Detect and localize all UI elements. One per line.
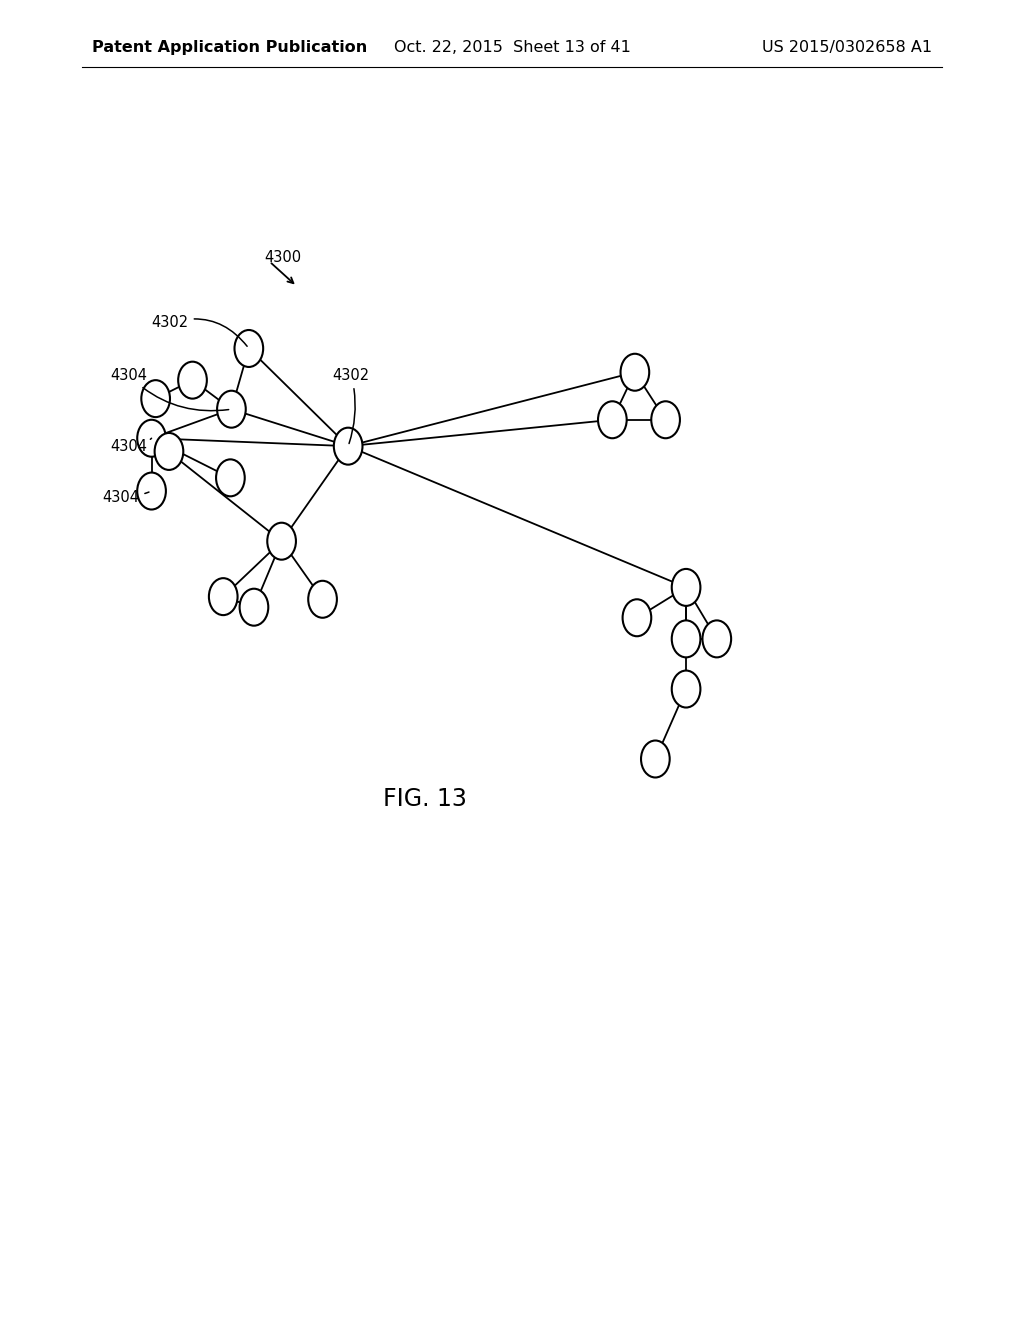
Circle shape	[240, 589, 268, 626]
Text: Oct. 22, 2015  Sheet 13 of 41: Oct. 22, 2015 Sheet 13 of 41	[393, 40, 631, 55]
Circle shape	[672, 671, 700, 708]
Circle shape	[672, 620, 700, 657]
Circle shape	[598, 401, 627, 438]
Circle shape	[178, 362, 207, 399]
Text: 4302: 4302	[152, 315, 247, 346]
Text: US 2015/0302658 A1: US 2015/0302658 A1	[762, 40, 932, 55]
Circle shape	[672, 569, 700, 606]
Circle shape	[141, 380, 170, 417]
Circle shape	[234, 330, 263, 367]
Text: Patent Application Publication: Patent Application Publication	[92, 40, 368, 55]
Circle shape	[209, 578, 238, 615]
Text: 4302: 4302	[333, 368, 370, 444]
Circle shape	[137, 420, 166, 457]
Circle shape	[217, 391, 246, 428]
Circle shape	[155, 433, 183, 470]
Circle shape	[216, 459, 245, 496]
Circle shape	[651, 401, 680, 438]
Text: FIG. 13: FIG. 13	[383, 787, 467, 810]
Circle shape	[308, 581, 337, 618]
Circle shape	[702, 620, 731, 657]
Circle shape	[623, 599, 651, 636]
Circle shape	[641, 741, 670, 777]
Text: 4304: 4304	[111, 368, 228, 411]
Circle shape	[267, 523, 296, 560]
Text: 4300: 4300	[264, 249, 301, 265]
Circle shape	[621, 354, 649, 391]
Text: 4304: 4304	[111, 438, 152, 454]
Circle shape	[334, 428, 362, 465]
Text: 4304: 4304	[102, 490, 148, 504]
Circle shape	[137, 473, 166, 510]
